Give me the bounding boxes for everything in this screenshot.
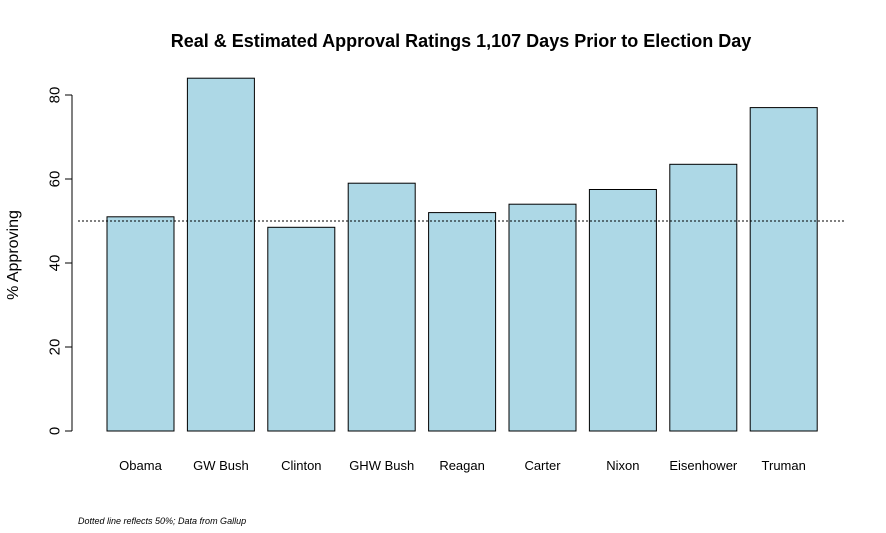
y-tick-label: 20 <box>46 339 63 356</box>
x-tick-label: Clinton <box>281 458 321 473</box>
bar-gw-bush <box>186 77 255 432</box>
x-tick-labels: Obama GW Bush Clinton GHW Bush Reagan Carter N… <box>119 458 806 473</box>
x-tick-label: Truman <box>762 458 806 473</box>
y-tick-label: 60 <box>46 171 63 188</box>
bar-carter <box>508 203 577 432</box>
bars-group <box>106 77 818 432</box>
y-axis-label: % Approving <box>5 210 22 300</box>
x-tick-label: GHW Bush <box>349 458 414 473</box>
bar-truman <box>749 107 818 432</box>
x-tick-label: Obama <box>119 458 162 473</box>
bar-obama <box>106 216 175 432</box>
x-tick-label: Eisenhower <box>669 458 738 473</box>
bar-clinton <box>267 226 336 432</box>
x-tick-label: Carter <box>524 458 561 473</box>
bar-reagan <box>428 212 497 432</box>
y-tick-label: 40 <box>46 255 63 272</box>
y-tick-label: 0 <box>46 427 63 435</box>
bar-eisenhower <box>669 163 738 432</box>
y-tick-label: 80 <box>46 87 63 104</box>
chart-title: Real & Estimated Approval Ratings 1,107 … <box>171 31 752 51</box>
x-tick-label: Nixon <box>606 458 639 473</box>
x-tick-label: GW Bush <box>193 458 249 473</box>
bar-nixon <box>588 189 657 432</box>
bar-ghw-bush <box>347 182 416 432</box>
footnote: Dotted line reflects 50%; Data from Gall… <box>78 516 247 526</box>
x-tick-label: Reagan <box>439 458 485 473</box>
y-axis: 0 20 40 60 80 <box>46 87 73 435</box>
